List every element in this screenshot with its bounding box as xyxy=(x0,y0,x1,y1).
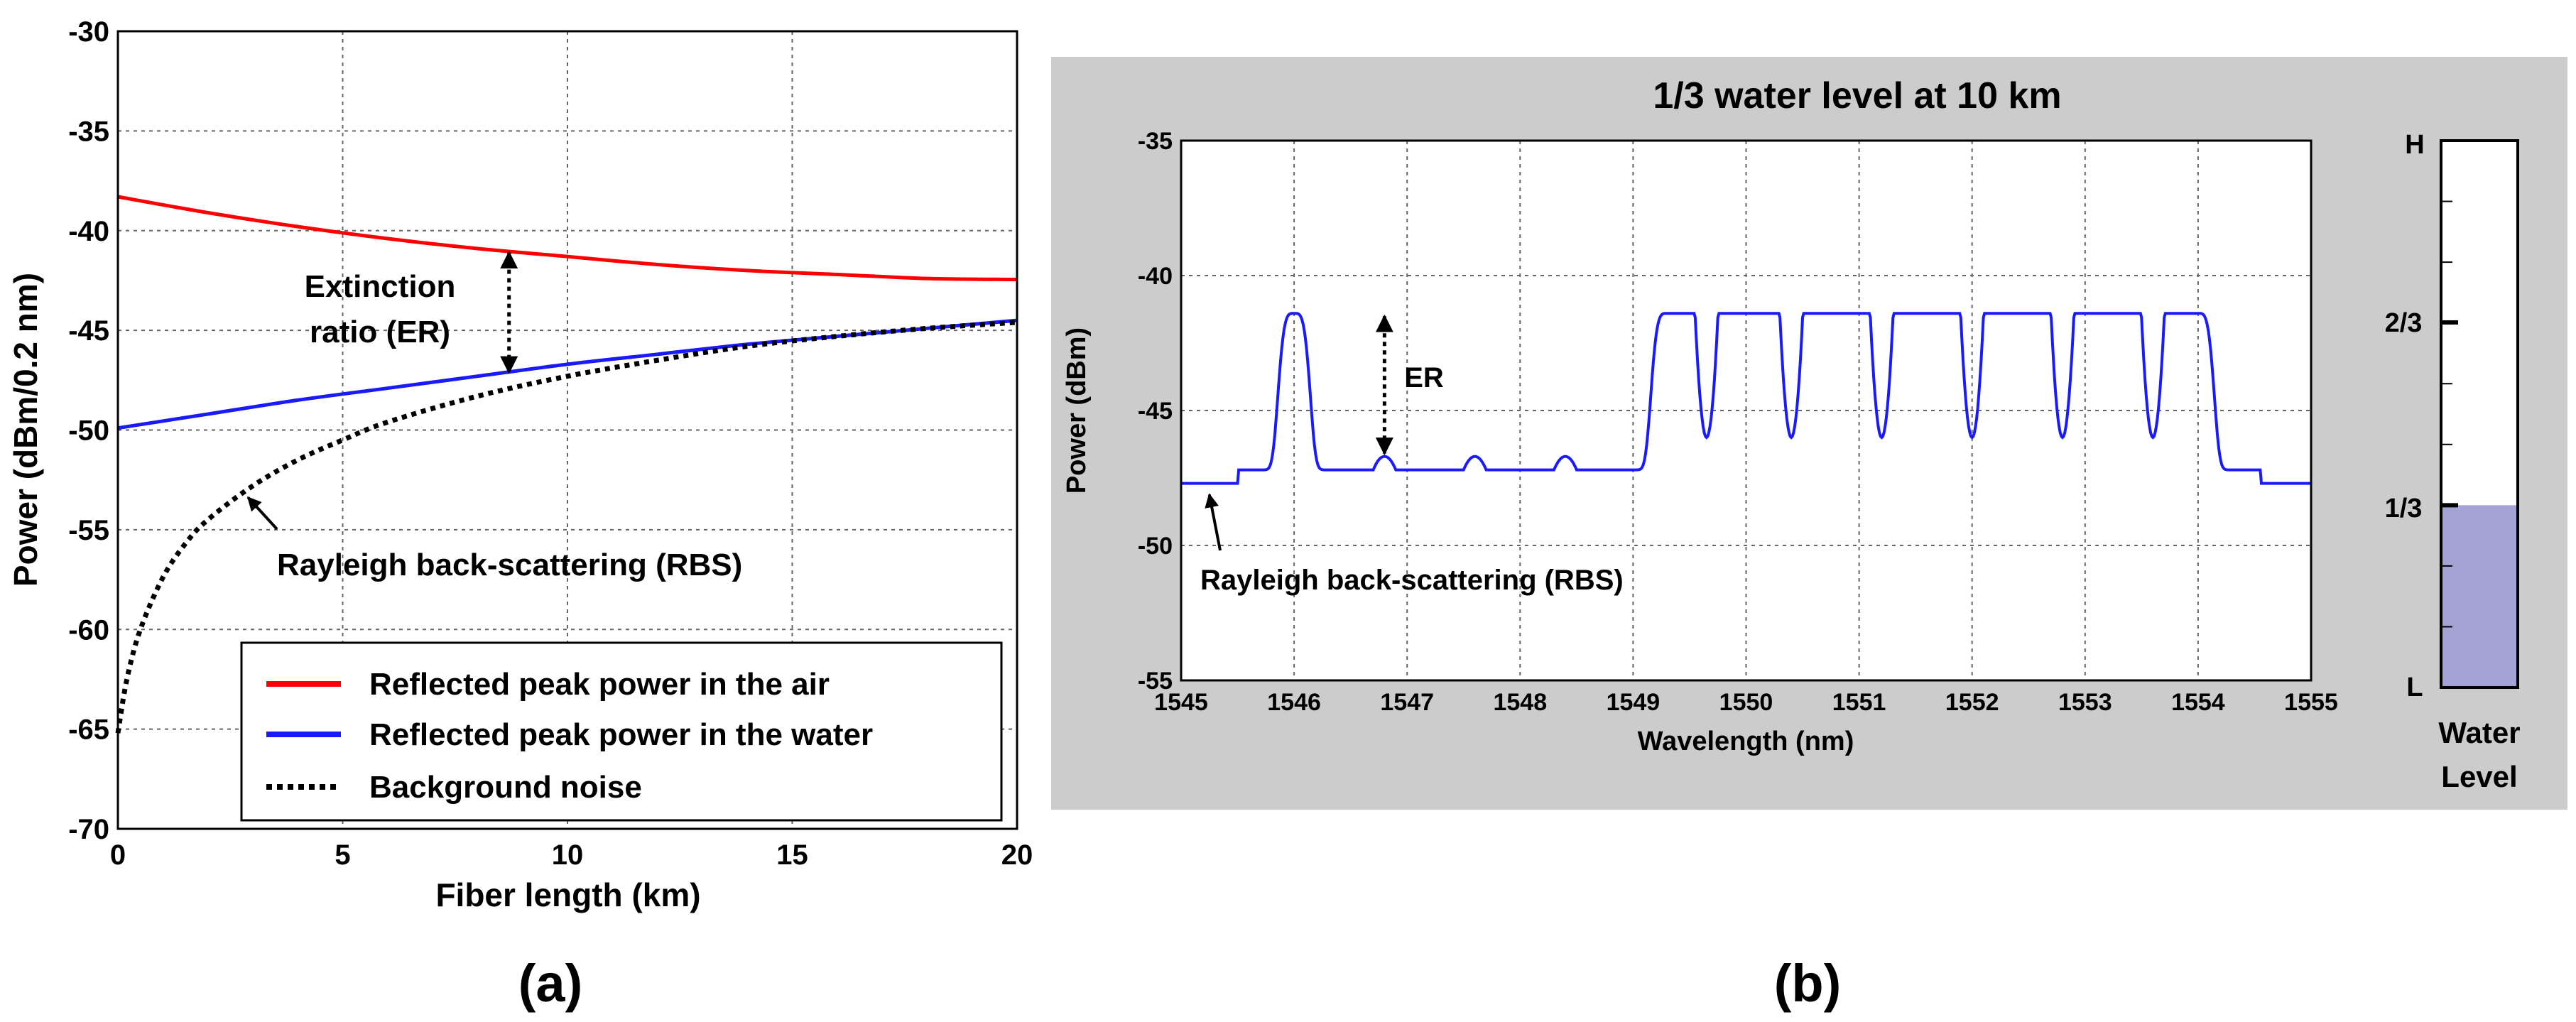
x-tick-label: 1552 xyxy=(1945,689,1999,716)
panel-b-title: 1/3 water level at 10 km xyxy=(1653,75,2061,116)
x-tick-label: 20 xyxy=(1001,839,1033,871)
panel-b-x-axis-label: Wavelength (nm) xyxy=(1638,727,1854,756)
panel-a-x-axis-label: Fiber length (km) xyxy=(435,876,700,913)
gauge-label-low: L xyxy=(2406,673,2423,702)
x-tick-label: 1547 xyxy=(1380,689,1434,716)
y-tick-label: -45 xyxy=(1138,398,1173,425)
y-tick-label: -55 xyxy=(68,515,109,546)
series-line-noise xyxy=(115,320,1018,734)
rbs-label: Rayleigh back-scattering (RBS) xyxy=(1200,565,1624,596)
gauge-label-high: H xyxy=(2405,130,2424,160)
y-tick-label: -50 xyxy=(68,415,109,447)
y-tick-label: -65 xyxy=(68,714,109,746)
legend-label-noise: Background noise xyxy=(369,770,642,805)
x-tick-label: 1553 xyxy=(2058,689,2112,716)
panel-a-chart: 0 5 10 15 20 -70 -65 -60 -55 -50 -45 -40 -35 -30 Exti… xyxy=(7,16,1033,1013)
y-tick-label: -30 xyxy=(68,16,109,48)
x-tick-label: 1548 xyxy=(1493,689,1547,716)
panel-b-chart: 1/3 water level at 10 km 1545 1546 1547 154… xyxy=(1051,57,2567,1013)
er-label-line1: Extinction xyxy=(305,269,456,304)
y-tick-label: -45 xyxy=(68,315,109,347)
legend-label-water: Reflected peak power in the water xyxy=(369,717,873,752)
x-tick-label: 1545 xyxy=(1154,689,1208,716)
series-line-spectrum xyxy=(1181,312,2311,485)
panel-a-legend: Reflected peak power in the air Reflecte… xyxy=(240,641,1003,822)
gauge-caption-water: Water xyxy=(2438,716,2520,749)
panel-b-grid xyxy=(1181,141,2311,680)
y-tick-label: -50 xyxy=(1138,533,1173,560)
gauge-water-fill xyxy=(2441,505,2518,687)
y-tick-label: -40 xyxy=(68,216,109,247)
y-tick-label: -35 xyxy=(1138,128,1173,155)
panel-a-ticks: 0 5 10 15 20 -70 -65 -60 -55 -50 -45 -40 -35 -30 xyxy=(68,16,1033,871)
x-tick-label: 10 xyxy=(552,839,584,871)
y-tick-label: -55 xyxy=(1138,668,1173,695)
x-tick-label: 1549 xyxy=(1607,689,1661,716)
x-tick-label: 1554 xyxy=(2171,689,2225,716)
gauge-label-one-third: 1/3 xyxy=(2385,494,2423,523)
legend-box xyxy=(240,641,1003,822)
gauge-caption-level: Level xyxy=(2441,760,2517,793)
x-tick-label: 5 xyxy=(335,839,350,871)
panel-a-y-axis-label: Power (dBm/0.2 nm) xyxy=(7,273,44,587)
panel-b-series xyxy=(1181,312,2311,485)
panel-a-caption: (a) xyxy=(518,954,582,1013)
panel-b-axes-box xyxy=(1180,139,2313,682)
x-tick-label: 1550 xyxy=(1719,689,1773,716)
rbs-arrow xyxy=(246,496,278,531)
x-tick-label: 1551 xyxy=(1832,689,1886,716)
panel-b-caption: (b) xyxy=(1774,954,1842,1013)
series-line-air xyxy=(117,195,1018,282)
panel-b-y-axis-label: Power (dBm) xyxy=(1062,327,1092,494)
water-level-gauge: H 2/3 1/3 L Water Level xyxy=(2385,130,2521,793)
panel-a-series xyxy=(115,195,1018,734)
gauge-label-two-thirds: 2/3 xyxy=(2385,308,2423,338)
x-tick-label: 1555 xyxy=(2284,689,2338,716)
er-label-line2: ratio (ER) xyxy=(310,315,450,349)
panel-b-ticks: 1545 1546 1547 1548 1549 1550 1551 1552 1553 1554… xyxy=(1138,128,2338,716)
gauge-outline xyxy=(2440,139,2519,689)
er-label: ER xyxy=(1404,362,1444,393)
panel-a-axes-box xyxy=(116,30,1018,830)
y-tick-label: -60 xyxy=(68,614,109,646)
y-tick-label: -70 xyxy=(68,814,109,845)
y-tick-label: -40 xyxy=(1138,263,1173,290)
panel-a-annotations: Extinction ratio (ER) Rayleigh back-scatte… xyxy=(246,251,742,582)
x-tick-label: 1546 xyxy=(1267,689,1321,716)
legend-label-air: Reflected peak power in the air xyxy=(369,667,830,702)
x-tick-label: 0 xyxy=(110,839,126,871)
panel-b-annotations: ER Rayleigh back-scattering (RBS) xyxy=(1200,314,1624,596)
y-tick-label: -35 xyxy=(68,116,109,147)
rbs-label: Rayleigh back-scattering (RBS) xyxy=(277,548,742,582)
rbs-arrow xyxy=(1205,493,1222,551)
x-tick-label: 15 xyxy=(776,839,808,871)
